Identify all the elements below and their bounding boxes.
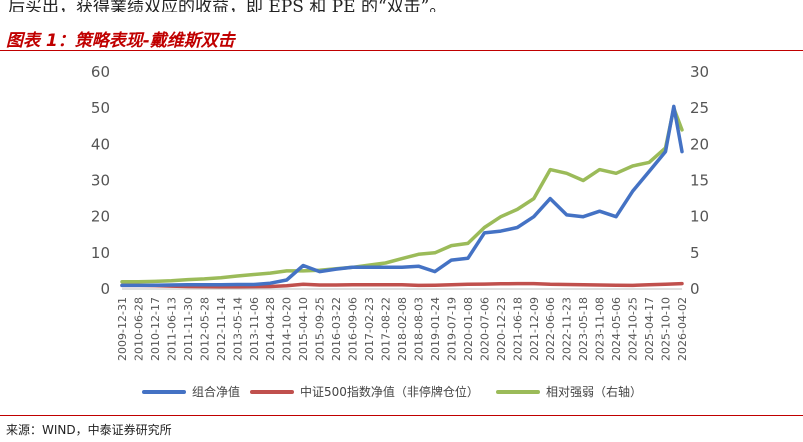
legend-item-csi500: 中证500指数净值（非停牌仓位）: [250, 383, 479, 400]
legend-item-portfolio: 组合净值: [142, 383, 240, 400]
y-right-tick-label: 10: [690, 208, 709, 226]
y-left-tick-label: 30: [91, 172, 110, 190]
x-tick-label: 2016-09-06: [347, 297, 360, 361]
x-tick-label: 2023-05-18: [577, 297, 590, 361]
x-tick-label: 2014-04-28: [264, 297, 277, 361]
x-tick-label: 2020-01-08: [462, 297, 475, 361]
legend-swatch-csi500: [250, 389, 294, 394]
x-tick-label: 2023-11-08: [594, 297, 607, 361]
x-tick-label: 2021-06-18: [511, 297, 524, 361]
x-tick-label: 2015-04-10: [297, 297, 310, 361]
x-tick-label: 2025-10-10: [660, 297, 673, 361]
y-right-tick-label: 5: [690, 244, 700, 262]
legend-label-relative-strength: 相对强弱（右轴）: [546, 385, 643, 399]
x-tick-label: 2012-05-28: [198, 297, 211, 361]
y-right-tick-label: 25: [690, 99, 709, 117]
x-tick-label: 2018-08-03: [412, 297, 425, 361]
x-tick-label: 2013-05-14: [231, 297, 244, 361]
x-tick-label: 2018-02-08: [396, 297, 409, 361]
y-left-tick-label: 10: [91, 244, 110, 262]
x-tick-label: 2025-04-17: [643, 297, 656, 361]
figure-footer: 来源：WIND，中泰证券研究所: [0, 415, 803, 442]
y-left-tick-label: 50: [91, 99, 110, 117]
series-relative-strength-line: [120, 106, 684, 284]
x-tick-label: 2016-03-22: [330, 297, 343, 361]
source-note: 来源：WIND，中泰证券研究所: [6, 423, 172, 437]
x-tick-label: 2026-04-02: [676, 297, 689, 361]
y-right-tick-label: 30: [690, 63, 709, 81]
x-tick-label: 2010-06-28: [132, 297, 145, 361]
figure-title: 图表 1：策略表现-戴维斯双击: [6, 31, 235, 51]
x-tick-label: 2011-06-13: [165, 297, 178, 361]
y-right-tick-label: 15: [690, 172, 709, 190]
x-tick-label: 2024-05-06: [610, 297, 623, 361]
x-tick-label: 2017-02-23: [363, 297, 376, 361]
x-tick-label: 2019-01-24: [429, 297, 442, 361]
x-tick-label: 2024-10-25: [627, 297, 640, 361]
chart-legend: 组合净值 中证500指数净值（非停牌仓位） 相对强弱（右轴）: [0, 383, 803, 403]
legend-swatch-relative-strength: [496, 389, 540, 394]
x-tick-label: 2009-12-31: [116, 297, 129, 361]
x-tick-label: 2022-11-23: [561, 297, 574, 361]
x-tick-label: 2019-07-19: [445, 297, 458, 361]
y-right-tick-label: 0: [690, 280, 700, 298]
x-tick-label: 2010-12-17: [149, 297, 162, 361]
y-left-tick-label: 20: [91, 208, 110, 226]
y-left-tick-label: 60: [91, 63, 110, 81]
x-tick-label: 2011-11-30: [182, 297, 195, 361]
legend-item-relative-strength: 相对强弱（右轴）: [496, 383, 642, 400]
x-tick-label: 2021-12-09: [528, 297, 541, 361]
x-tick-label: 2014-10-20: [281, 297, 294, 361]
x-tick-label: 2013-11-06: [248, 297, 261, 361]
figure-title-bar: 图表 1：策略表现-戴维斯双击: [0, 26, 803, 51]
legend-label-portfolio: 组合净值: [192, 385, 241, 399]
legend-label-csi500: 中证500指数净值（非停牌仓位）: [300, 385, 479, 399]
y-left-tick-label: 0: [100, 280, 110, 298]
x-tick-label: 2015-09-25: [314, 297, 327, 361]
legend-swatch-portfolio: [142, 389, 186, 394]
x-tick-label: 2020-12-23: [495, 297, 508, 361]
series-csi500-line: [120, 281, 684, 289]
x-tick-label: 2012-11-14: [215, 297, 228, 361]
x-tick-label: 2022-06-06: [544, 297, 557, 361]
y-right-tick-label: 20: [690, 135, 709, 153]
x-tick-label: 2017-08-22: [380, 297, 393, 361]
x-tick-label: 2020-07-06: [478, 297, 491, 361]
y-left-tick-label: 40: [91, 135, 110, 153]
series-portfolio-line: [120, 104, 684, 288]
intro-text: 后买出，获得業绩双应的收益，即 EPS 和 PE 的“双击”。: [8, 0, 447, 12]
